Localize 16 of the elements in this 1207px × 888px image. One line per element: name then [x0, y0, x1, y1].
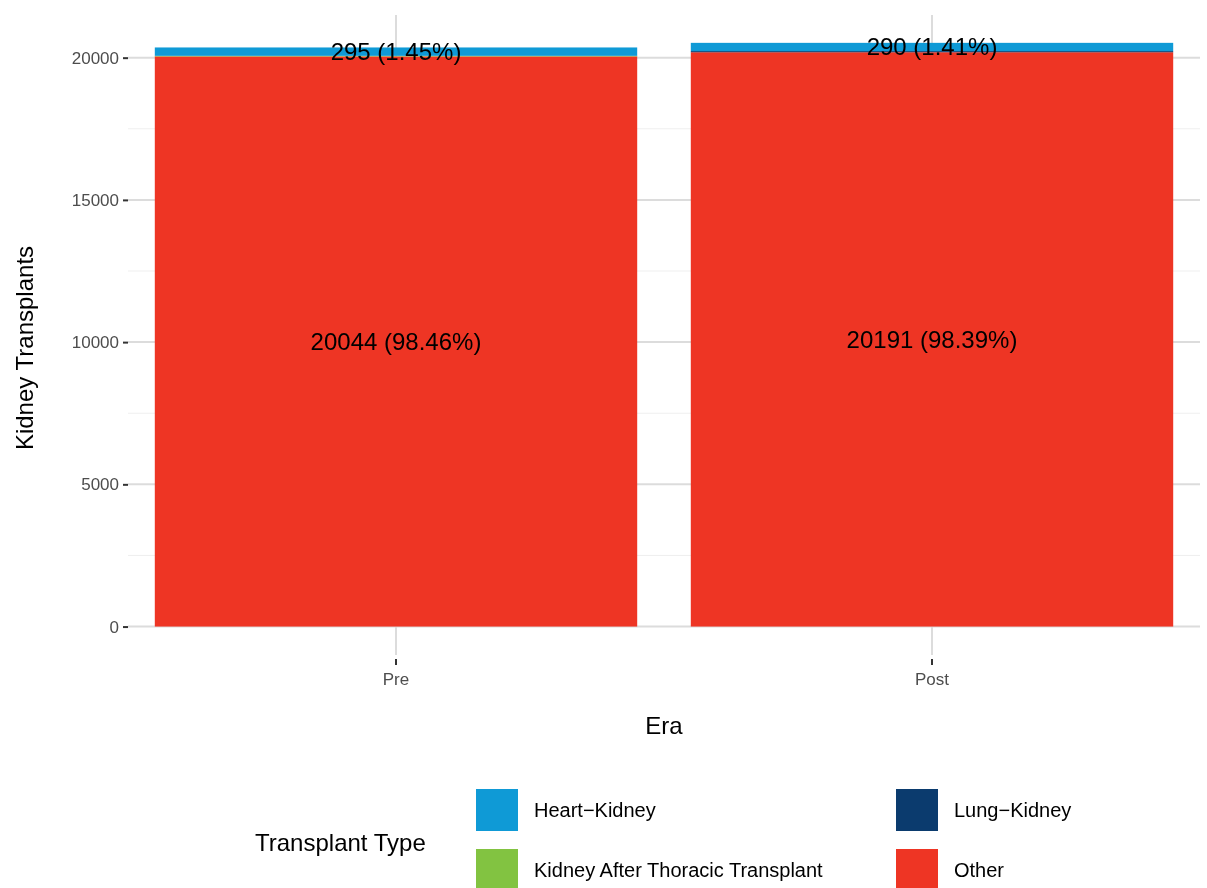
y-axis-title: Kidney Transplants	[11, 245, 38, 451]
data-label: 20044 (98.46%)	[310, 327, 482, 355]
data-label: 20191 (98.39%)	[846, 325, 1018, 353]
x-tick-label: Post	[914, 670, 950, 690]
legend-label: Other	[954, 859, 1005, 881]
legend-title: Transplant Type	[255, 829, 426, 856]
x-axis-title: Era	[645, 712, 684, 739]
y-tick-label: 5000	[81, 475, 119, 495]
y-tick-label: 15000	[71, 190, 119, 210]
y-tick-label: 20000	[71, 48, 119, 68]
legend-label: Kidney After Thoracic Transplant	[534, 859, 824, 881]
y-tick-label: 10000	[71, 333, 119, 353]
legend-label: Heart−Kidney	[534, 799, 656, 821]
legend-label: Lung−Kidney	[954, 799, 1072, 821]
y-tick-label: 0	[109, 617, 119, 637]
x-tick-label: Pre	[382, 670, 410, 690]
